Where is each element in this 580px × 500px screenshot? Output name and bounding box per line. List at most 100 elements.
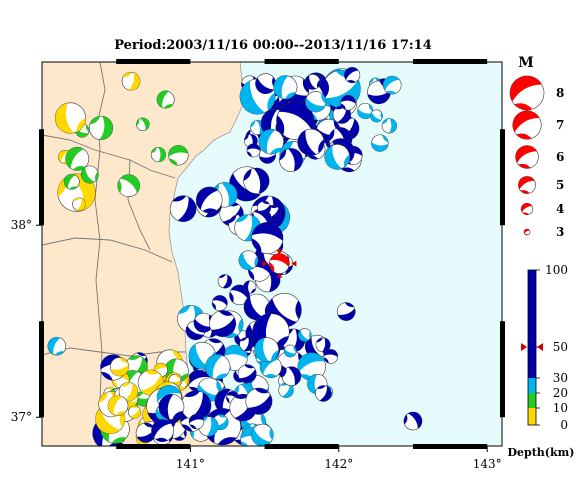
focal-mechanism[interactable]: [154, 88, 177, 111]
magnitude-legend: M 8 7 6 5 4 3: [504, 55, 564, 239]
focal-mechanism[interactable]: [120, 70, 142, 92]
depth-marker-left: [521, 343, 527, 351]
focal-mechanism[interactable]: [133, 420, 159, 446]
depth-band: [528, 393, 536, 408]
magnitude-legend-label: 3: [556, 225, 564, 239]
focal-mechanism[interactable]: [323, 349, 339, 364]
focal-mechanism[interactable]: [113, 170, 144, 201]
focal-mechanism[interactable]: [61, 143, 93, 175]
focal-mechanism[interactable]: [276, 380, 296, 400]
depth-tick-label: 10: [553, 401, 568, 415]
map-title: Period:2003/11/16 00:00--2013/11/16 17:1…: [114, 38, 432, 53]
focal-mechanism[interactable]: [249, 220, 285, 256]
focal-mechanism[interactable]: [134, 116, 151, 133]
focal-mechanism[interactable]: [191, 182, 228, 219]
focal-mechanism[interactable]: [157, 393, 185, 421]
focal-mechanism[interactable]: [166, 192, 200, 226]
focal-mechanism[interactable]: [61, 171, 82, 192]
focal-mechanism[interactable]: [235, 361, 260, 386]
highlight-marker-top: [276, 249, 283, 255]
focal-mechanism[interactable]: [380, 72, 405, 97]
magnitude-legend-symbol[interactable]: [515, 173, 538, 196]
focal-mechanism[interactable]: [251, 70, 279, 98]
magnitude-legend-symbol[interactable]: [523, 228, 531, 236]
focal-mechanism[interactable]: [188, 413, 205, 430]
focal-mechanism[interactable]: [238, 336, 255, 353]
latitude-label: 38°: [11, 218, 32, 232]
focal-mechanism[interactable]: [302, 88, 329, 115]
focal-mechanism[interactable]: [243, 280, 257, 294]
focal-mechanism[interactable]: [253, 336, 281, 364]
longitude-label: 141°: [176, 457, 205, 471]
magnitude-legend-symbol[interactable]: [504, 70, 550, 116]
focal-mechanism[interactable]: [341, 64, 363, 86]
focal-mechanism[interactable]: [271, 73, 299, 101]
focal-mechanism[interactable]: [247, 420, 278, 451]
focal-mechanism[interactable]: [202, 351, 234, 383]
depth-tick-label: 20: [553, 386, 568, 400]
focal-mechanism[interactable]: [313, 383, 334, 404]
depth-band: [528, 378, 536, 393]
focal-mechanism[interactable]: [335, 300, 358, 323]
focal-mechanism[interactable]: [241, 383, 277, 419]
focal-mechanism[interactable]: [147, 415, 178, 446]
focal-mechanism[interactable]: [279, 364, 303, 388]
focal-mechanism[interactable]: [210, 293, 229, 312]
focal-mechanism[interactable]: [176, 386, 216, 426]
focal-mechanism[interactable]: [368, 107, 385, 124]
focal-mechanism[interactable]: [315, 337, 331, 353]
focal-mechanism[interactable]: [45, 334, 69, 358]
magnitude-legend-symbol[interactable]: [508, 106, 547, 145]
map-area[interactable]: [42, 62, 502, 455]
magnitude-legend-title: M: [518, 55, 534, 71]
focal-mechanism[interactable]: [126, 403, 144, 421]
focal-mechanism[interactable]: [150, 146, 167, 163]
depth-tick-label: 0: [560, 418, 568, 432]
map-frame-ticks: [36, 59, 505, 452]
depth-tick-label: 50: [553, 340, 568, 354]
focal-mechanism[interactable]: [108, 356, 130, 378]
depth-legend-title: Depth(km): [508, 446, 575, 459]
focal-mechanism[interactable]: [256, 126, 287, 157]
highlight-marker-bottom: [276, 272, 283, 278]
focal-mechanism[interactable]: [255, 199, 273, 217]
magnitude-legend-label: 6: [556, 150, 564, 164]
magnitude-legend-symbol[interactable]: [511, 141, 542, 172]
focal-mechanism[interactable]: [216, 273, 233, 290]
depth-tick-label: 100: [545, 263, 568, 277]
focal-mechanism[interactable]: [235, 247, 262, 274]
coordinate-labels: 38° 37° 141° 142° 143°: [11, 218, 502, 471]
magnitude-legend-label: 5: [556, 178, 564, 192]
focal-mechanisms[interactable]: [45, 63, 425, 455]
focal-mechanism[interactable]: [282, 343, 298, 359]
highlighted-event-mechanism[interactable]: [267, 251, 293, 277]
magnitude-legend-symbol[interactable]: [519, 201, 535, 217]
focal-mechanism[interactable]: [205, 306, 240, 341]
depth-tick-label: 30: [553, 371, 568, 385]
focal-mechanism[interactable]: [371, 134, 389, 152]
focal-mechanism[interactable]: [70, 196, 87, 213]
longitude-label: 143°: [473, 457, 502, 471]
focal-mechanism[interactable]: [277, 146, 305, 174]
focal-mechanism[interactable]: [78, 163, 102, 187]
focal-mechanism[interactable]: [381, 118, 397, 134]
focal-mechanism[interactable]: [294, 349, 330, 385]
magnitude-legend-label: 8: [556, 86, 564, 100]
focal-mechanism[interactable]: [293, 125, 328, 160]
focal-mechanism[interactable]: [167, 144, 189, 166]
focal-mechanism[interactable]: [88, 115, 114, 141]
focal-mechanism[interactable]: [270, 95, 321, 146]
focal-mechanism[interactable]: [321, 141, 353, 173]
focal-mechanism[interactable]: [53, 100, 89, 136]
focal-mechanism[interactable]: [105, 392, 132, 419]
focal-mechanism[interactable]: [239, 289, 275, 325]
focal-mechanism[interactable]: [246, 143, 261, 158]
highlight-marker-left: [262, 260, 268, 267]
focal-mechanism[interactable]: [296, 326, 314, 344]
focal-mechanism[interactable]: [340, 95, 356, 111]
highlighted-event[interactable]: [262, 249, 297, 278]
focal-mechanism[interactable]: [401, 409, 426, 434]
focal-mechanism[interactable]: [241, 166, 271, 196]
